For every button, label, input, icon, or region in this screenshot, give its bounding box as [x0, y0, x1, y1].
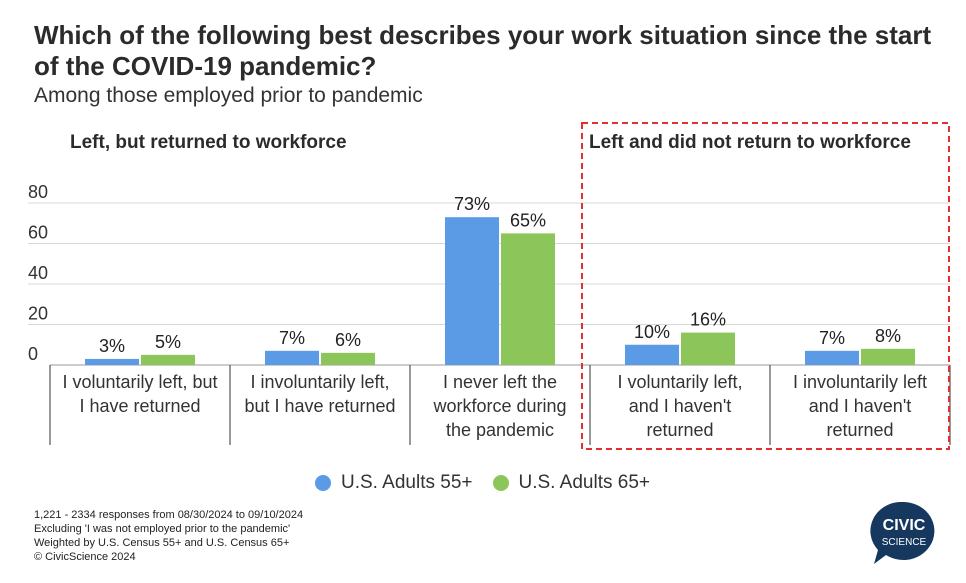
legend-item-series1: U.S. Adults 55+: [315, 472, 473, 494]
x-tick-label: I voluntarily left,: [617, 372, 742, 392]
footnote-excluding: Excluding 'I was not employed prior to t…: [34, 523, 291, 535]
bar-series1: [625, 344, 679, 365]
x-tick-label: I never left the: [443, 372, 557, 392]
bar-series2: [141, 354, 195, 365]
chart-title: Which of the following best describes yo…: [34, 20, 932, 81]
y-tick-label: 20: [28, 304, 48, 324]
logo-speech-bubble: [870, 502, 935, 564]
data-label: 7%: [819, 328, 845, 348]
x-tick-label: and I haven't: [809, 396, 912, 416]
bar-series2: [321, 352, 375, 365]
y-tick-label: 0: [28, 344, 38, 364]
x-tick-label: returned: [826, 420, 893, 440]
bar-series2: [681, 332, 735, 365]
data-label: 65%: [510, 210, 546, 230]
legend-label-series1: U.S. Adults 55+: [341, 472, 473, 493]
legend-label-series2: U.S. Adults 65+: [518, 472, 651, 493]
chart-subtitle: Among those employed prior to pandemic: [34, 84, 423, 107]
data-label: 3%: [99, 336, 125, 356]
bar-chart: 0 20 40 60 80 3% 5% I voluntarily left, but I ha…: [28, 122, 951, 450]
data-label: 7%: [279, 328, 305, 348]
data-label: 6%: [335, 330, 361, 350]
x-tick-label: returned: [646, 420, 713, 440]
legend-swatch-series1: [315, 475, 331, 491]
data-label: 5%: [155, 332, 181, 352]
footnotes: 1,221 - 2334 responses from 08/30/2024 t…: [34, 508, 303, 564]
x-tick-label: and I haven't: [629, 396, 732, 416]
bar-series2: [501, 233, 555, 365]
bar-series1: [265, 350, 319, 365]
civicscience-logo: CIVIC SCIENCE: [870, 502, 935, 564]
footnote-copyright: © CivicScience 2024: [34, 551, 136, 563]
bar-series2: [861, 348, 915, 365]
logo-text-science: SCIENCE: [882, 537, 927, 548]
legend-item-series2: U.S. Adults 65+: [492, 472, 651, 494]
footnote-responses: 1,221 - 2334 responses from 08/30/2024 t…: [34, 509, 304, 521]
x-tick-label: but I have returned: [244, 396, 395, 416]
group-label-not-returned: Left and did not return to workforce: [589, 132, 911, 153]
highlight-box: [581, 122, 950, 450]
bar-series1: [445, 217, 499, 365]
data-label: 8%: [875, 326, 901, 346]
y-tick-label: 80: [28, 182, 48, 202]
x-tick-label: I involuntarily left,: [250, 372, 389, 392]
data-label: 16%: [690, 310, 726, 330]
x-tick-label: the pandemic: [446, 420, 554, 440]
data-label: 10%: [634, 322, 670, 342]
bar-series1: [805, 350, 859, 365]
y-tick-label: 60: [28, 223, 48, 243]
group-label-returned: Left, but returned to workforce: [70, 132, 347, 153]
x-tick-label: workforce during: [432, 396, 566, 416]
data-label: 73%: [454, 194, 490, 214]
footnote-weighting: Weighted by U.S. Census 55+ and U.S. Cen…: [34, 537, 290, 549]
legend: U.S. Adults 55+ U.S. Adults 65+: [315, 472, 670, 494]
x-tick-label: I have returned: [79, 396, 200, 416]
legend-swatch-series2: [492, 475, 509, 491]
logo-text-civic: CIVIC: [883, 517, 926, 534]
x-tick-label: I involuntarily left: [793, 372, 927, 392]
bar-series1: [85, 358, 139, 365]
y-tick-label: 40: [28, 263, 48, 283]
x-tick-label: I voluntarily left, but: [62, 372, 217, 392]
